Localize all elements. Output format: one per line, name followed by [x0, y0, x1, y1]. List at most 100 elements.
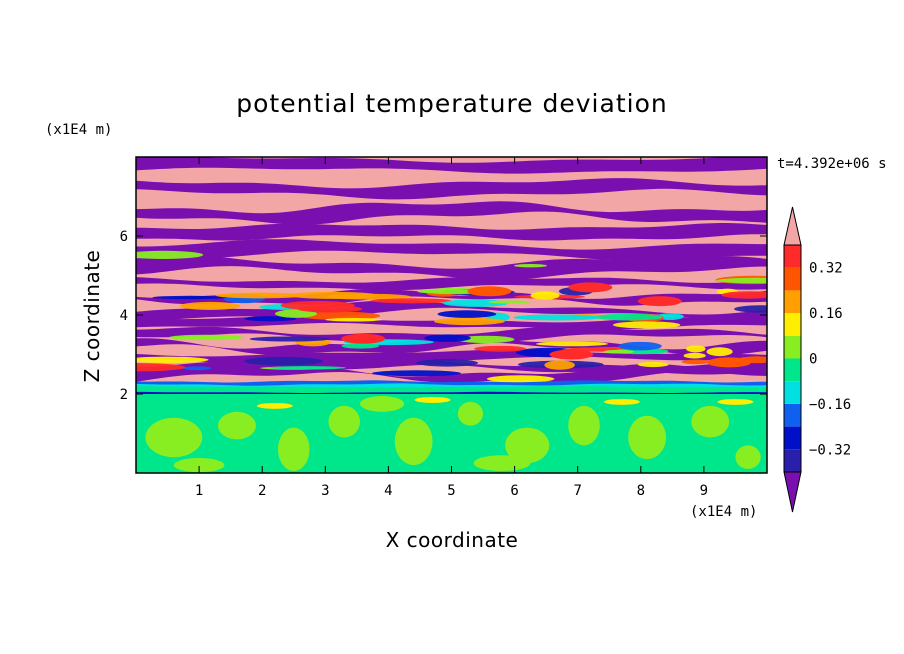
x-tick-label: 6 [510, 483, 518, 499]
contour-patch [152, 295, 228, 300]
contour-patch [488, 300, 531, 304]
contour-patch [681, 359, 710, 365]
contour-patch [716, 277, 767, 284]
contour-patch [683, 352, 706, 359]
contour-patch [169, 334, 244, 341]
mixed-layer-blob [505, 427, 550, 464]
contour-band-low [136, 335, 767, 357]
x-axis-label: X coordinate [386, 528, 519, 552]
contour-field [136, 157, 767, 473]
mixed-layer-blob [394, 417, 433, 466]
x-unit-label: (x1E4 m) [690, 504, 757, 520]
colorbar-extend-high [783, 206, 802, 246]
colorbar-box [784, 245, 801, 268]
contour-spot [707, 357, 752, 368]
contour-patch [280, 300, 355, 311]
colorbar-box [784, 290, 801, 314]
contour-patch [612, 321, 681, 329]
mixed-layer-blob [277, 427, 310, 472]
mixed-layer-blob [457, 401, 484, 426]
contour-patch [530, 291, 560, 300]
colorbar-box [784, 426, 801, 450]
contour-patch [288, 291, 379, 299]
contour-patch [721, 291, 767, 299]
contour-patch [136, 363, 186, 372]
contour-patch [268, 366, 347, 370]
y-tick-label: 6 [120, 229, 128, 245]
x-tick-label: 9 [700, 483, 708, 499]
x-tick-label: 2 [258, 483, 266, 499]
contour-patch [603, 349, 635, 354]
contour-patch [637, 361, 669, 368]
contour-patch [244, 356, 323, 366]
contour-patch [136, 356, 209, 363]
contour-patch [513, 314, 601, 321]
contour-band-low [136, 239, 767, 261]
contour-patch [424, 334, 471, 342]
contour-patch [734, 305, 767, 313]
y-axis: 2 4 6 [120, 229, 767, 403]
contour-patch [136, 250, 204, 259]
colorbar-tick-label: −0.16 [809, 397, 851, 413]
contour-patch [325, 317, 382, 322]
contour-patch [437, 310, 497, 318]
contour-band-transition [136, 380, 767, 386]
contour-patch [706, 347, 733, 357]
contour-patch [179, 301, 241, 310]
contour-patch [434, 317, 505, 326]
contour-spot [467, 286, 512, 297]
x-tick-label: 5 [447, 483, 455, 499]
contour-patch [183, 366, 212, 371]
contour-patch [371, 370, 461, 377]
colorbar-box [784, 403, 801, 427]
mixed-layer-blob [173, 457, 225, 473]
contour-band-low [136, 255, 767, 281]
contour-patch [244, 316, 297, 322]
mixed-layer-blob [735, 445, 761, 470]
mixed-layer-blob [473, 455, 531, 472]
contour-patch [474, 345, 526, 352]
mixed-layer-spot [256, 402, 293, 409]
contour-band-low [136, 223, 767, 241]
contour-patch [536, 341, 608, 347]
contour-patch [486, 375, 555, 383]
contour-patch [249, 336, 330, 342]
mixed-layer-blob [218, 411, 256, 440]
y-axis-label: Z coordinate [80, 250, 104, 383]
contour-patch [415, 359, 478, 367]
contour-patch [274, 309, 317, 318]
time-label: t=4.392e+06 s [777, 156, 887, 172]
mixed-layer-spot [414, 396, 451, 403]
y-unit-label: (x1E4 m) [45, 122, 112, 138]
mixed-layer-spot [717, 398, 754, 405]
colorbar-tick-label: 0 [809, 352, 817, 368]
contour-patch [298, 311, 381, 320]
colorbar: 0.32 0.16 0 −0.16 −0.32 [783, 206, 851, 513]
contour-band-low [136, 201, 767, 225]
x-tick-label: 3 [321, 483, 329, 499]
y-tick-label: 2 [120, 387, 128, 403]
x-tick-label: 1 [195, 483, 203, 499]
contour-spot [341, 333, 386, 344]
colorbar-box [784, 313, 801, 336]
mixed-layer-spot [603, 398, 640, 405]
contour-patch [215, 292, 305, 299]
contour-patch [618, 341, 662, 351]
contour-patch [544, 360, 575, 370]
mixed-layer-blob [328, 405, 361, 438]
colorbar-tick-label: 0.32 [809, 261, 843, 277]
colorbar-box [784, 381, 801, 404]
mixed-layer-blob [691, 405, 730, 438]
y-tick-label: 4 [120, 308, 128, 324]
colorbar-extend-low [783, 471, 802, 513]
colorbar-box [784, 335, 801, 359]
colorbar-tick-label: −0.32 [809, 442, 851, 458]
colorbar-box [784, 449, 801, 472]
contour-band-low [136, 288, 767, 306]
contour-patch [595, 313, 663, 321]
x-tick-label: 4 [384, 483, 392, 499]
x-tick-label: 7 [573, 483, 581, 499]
contour-patch [341, 343, 380, 349]
contour-spot [568, 282, 613, 293]
